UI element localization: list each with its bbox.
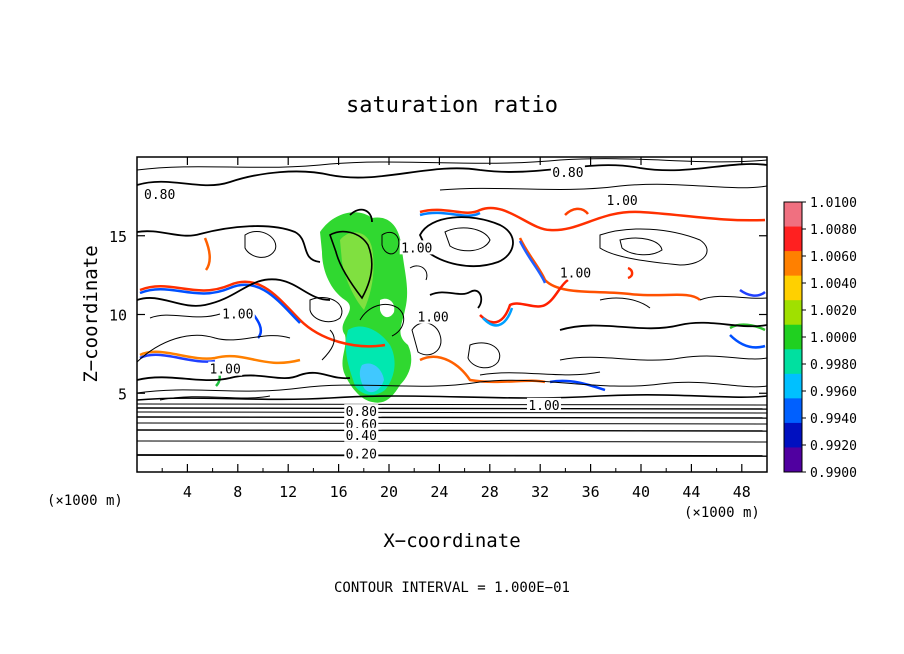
- contour-label: 0.20: [346, 448, 377, 463]
- contour-label: 0.40: [346, 429, 377, 444]
- x-tick-label: 8: [233, 483, 242, 501]
- threshold-edges: [139, 206, 766, 392]
- x-tick-label: 16: [330, 483, 348, 501]
- contour-label: 1.00: [606, 194, 637, 209]
- contour-label-bg: [605, 193, 640, 208]
- x-tick-label: 4: [183, 483, 192, 501]
- contour-label: 1.00: [210, 363, 241, 378]
- colorbar-swatch: [784, 398, 802, 424]
- colorbar-swatch: [784, 373, 802, 399]
- contour-label: 0.80: [346, 405, 377, 420]
- colorbar-label: 0.9940: [810, 412, 857, 427]
- y-axis: 5 10 15: [109, 228, 767, 403]
- contour-label-bg: [550, 164, 585, 179]
- x-tick-label: 12: [279, 483, 297, 501]
- x-tick-label: 28: [481, 483, 499, 501]
- x-axis-title: X−coordinate: [383, 530, 520, 552]
- colorbar-label: 0.9980: [810, 358, 857, 373]
- y-tick-label: 15: [109, 228, 127, 246]
- contour-label-bg: [344, 446, 379, 461]
- x-tick-label: 44: [682, 483, 700, 501]
- x-unit-left: (×1000 m): [47, 493, 123, 509]
- contour-label: 1.00: [560, 267, 591, 282]
- contour-label-bg: [526, 397, 561, 412]
- x-tick-label: 20: [380, 483, 398, 501]
- contour-label: 1.00: [417, 311, 448, 326]
- x-tick-label: 32: [531, 483, 549, 501]
- contour-label: 1.00: [528, 399, 559, 414]
- x-axis: 4 8 12 16 20 24 28 32 36 40 44 48: [161, 157, 751, 501]
- chart-title: saturation ratio: [346, 93, 558, 118]
- contour-label: 0.80: [144, 188, 175, 203]
- colorbar-swatch: [784, 422, 802, 448]
- colorbar-swatch: [784, 324, 802, 350]
- contour-label: 0.80: [552, 166, 583, 181]
- contour-label-bg: [142, 186, 177, 201]
- colorbar-label: 0.9920: [810, 439, 857, 454]
- y-tick-label: 10: [109, 307, 127, 325]
- x-unit-right: (×1000 m): [684, 505, 760, 521]
- colorbar-label: 0.9900: [810, 466, 857, 481]
- x-tick-label: 48: [733, 483, 751, 501]
- colorbar-label: 1.0100: [810, 196, 857, 211]
- contour-label-bg: [558, 265, 593, 280]
- contour-label-bg: [220, 306, 255, 321]
- y-axis-title: Z−coordinate: [80, 245, 102, 382]
- contour-label: 1.00: [401, 241, 432, 256]
- colorbar-swatch: [784, 226, 802, 252]
- colorbar-label: 1.0020: [810, 304, 857, 319]
- colorbar-label: 1.0000: [810, 331, 857, 346]
- colorbar-swatch: [784, 300, 802, 326]
- colorbar-swatch: [784, 275, 802, 301]
- colorbar-label: 0.9960: [810, 385, 857, 400]
- contour-label-bg: [344, 404, 379, 419]
- contour-lines: [136, 158, 768, 457]
- contour-interval-note: CONTOUR INTERVAL = 1.000E−01: [334, 580, 570, 596]
- colorbar-swatch: [784, 251, 802, 277]
- colorbar-swatch: [784, 447, 802, 473]
- contour-label-bg: [399, 240, 434, 255]
- contour-label-bg: [416, 309, 451, 324]
- x-tick-label: 36: [582, 483, 600, 501]
- contour-label-bg: [344, 427, 379, 442]
- colorbar-label: 1.0080: [810, 223, 857, 238]
- contour-label-group: 0.80 0.80 1.00 1.00 1.00 1.00 1.00 1.00 1.00 0.80…: [142, 164, 640, 463]
- contour-label-bg: [208, 361, 243, 376]
- y-tick-label: 5: [118, 385, 127, 403]
- contour-label: 1.00: [222, 308, 253, 323]
- contour-label-bg: [344, 416, 379, 431]
- colorbar-label: 1.0060: [810, 250, 857, 265]
- colorbar-swatch: [784, 202, 802, 228]
- x-tick-label: 24: [430, 483, 448, 501]
- x-tick-label: 40: [632, 483, 650, 501]
- colorbar: 1.0100 1.0080 1.0060 1.0040 1.0020 1.0000 0.99…: [783, 196, 857, 481]
- colorbar-swatch: [784, 349, 802, 375]
- colorbar-label: 1.0040: [810, 277, 857, 292]
